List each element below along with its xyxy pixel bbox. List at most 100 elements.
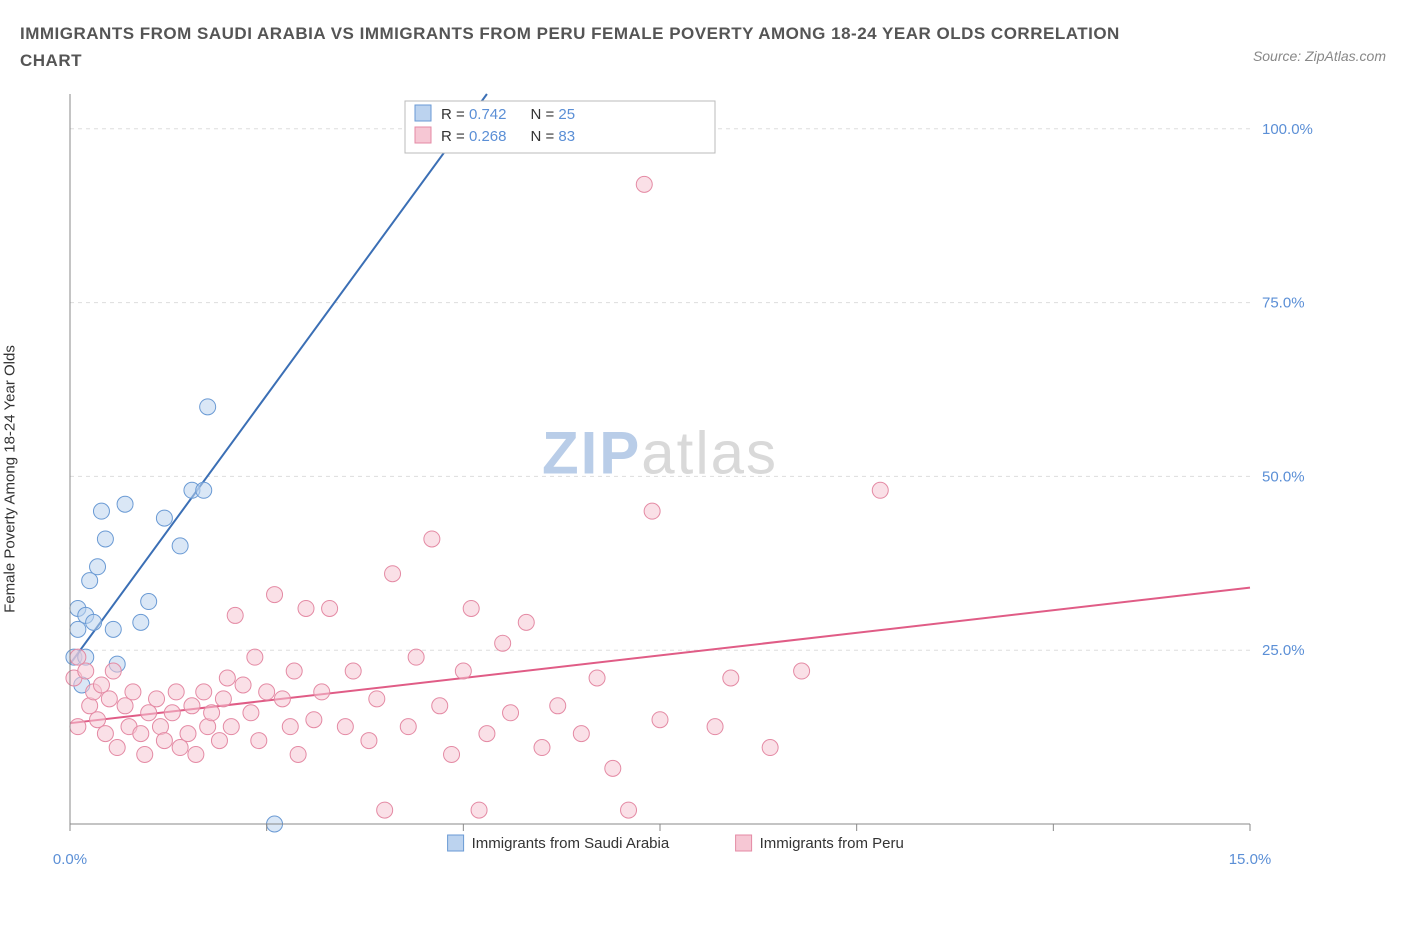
- data-point: [479, 726, 495, 742]
- data-point: [141, 705, 157, 721]
- data-point: [247, 650, 263, 666]
- data-point: [86, 615, 102, 631]
- legend-series-label: Immigrants from Saudi Arabia: [472, 835, 670, 852]
- data-point: [125, 684, 141, 700]
- data-point: [377, 802, 393, 818]
- data-point: [345, 663, 361, 679]
- data-point: [337, 719, 353, 735]
- data-point: [534, 740, 550, 756]
- legend-swatch: [415, 127, 431, 143]
- data-point: [137, 747, 153, 763]
- data-point: [361, 733, 377, 749]
- data-point: [463, 601, 479, 617]
- data-point: [589, 670, 605, 686]
- data-point: [101, 691, 117, 707]
- data-point: [444, 747, 460, 763]
- scatter-chart: ZIPatlas0.0%15.0%25.0%50.0%75.0%100.0%R …: [20, 84, 1330, 874]
- data-point: [90, 559, 106, 575]
- data-point: [133, 615, 149, 631]
- data-point: [298, 601, 314, 617]
- data-point: [164, 705, 180, 721]
- y-tick-label: 25.0%: [1262, 643, 1305, 660]
- legend-swatch: [415, 105, 431, 121]
- data-point: [652, 712, 668, 728]
- data-point: [156, 510, 172, 526]
- data-point: [235, 677, 251, 693]
- y-tick-label: 100.0%: [1262, 121, 1313, 138]
- data-point: [424, 531, 440, 547]
- x-tick-label: 15.0%: [1229, 851, 1272, 868]
- data-point: [109, 740, 125, 756]
- legend-swatch: [448, 835, 464, 851]
- data-point: [204, 705, 220, 721]
- data-point: [97, 726, 113, 742]
- chart-title: IMMIGRANTS FROM SAUDI ARABIA VS IMMIGRAN…: [20, 20, 1120, 74]
- data-point: [286, 663, 302, 679]
- data-point: [636, 177, 652, 193]
- data-point: [227, 608, 243, 624]
- data-point: [70, 719, 86, 735]
- data-point: [455, 663, 471, 679]
- legend-swatch: [736, 835, 752, 851]
- data-point: [211, 733, 227, 749]
- data-point: [105, 622, 121, 638]
- data-point: [762, 740, 778, 756]
- data-point: [133, 726, 149, 742]
- data-point: [518, 615, 534, 631]
- data-point: [267, 587, 283, 603]
- data-point: [794, 663, 810, 679]
- data-point: [117, 698, 133, 714]
- regression-line: [70, 94, 487, 664]
- data-point: [93, 677, 109, 693]
- data-point: [872, 483, 888, 499]
- data-point: [723, 670, 739, 686]
- y-tick-label: 75.0%: [1262, 295, 1305, 312]
- data-point: [70, 650, 86, 666]
- data-point: [78, 663, 94, 679]
- data-point: [605, 761, 621, 777]
- data-point: [172, 740, 188, 756]
- data-point: [200, 399, 216, 415]
- data-point: [196, 684, 212, 700]
- x-tick-label: 0.0%: [53, 851, 87, 868]
- data-point: [243, 705, 259, 721]
- data-point: [503, 705, 519, 721]
- data-point: [90, 712, 106, 728]
- data-point: [93, 504, 109, 520]
- data-point: [314, 684, 330, 700]
- data-point: [573, 726, 589, 742]
- source-label: Source: ZipAtlas.com: [1253, 48, 1386, 64]
- data-point: [471, 802, 487, 818]
- data-point: [644, 504, 660, 520]
- data-point: [369, 691, 385, 707]
- data-point: [400, 719, 416, 735]
- data-point: [97, 531, 113, 547]
- data-point: [290, 747, 306, 763]
- data-point: [180, 726, 196, 742]
- data-point: [251, 733, 267, 749]
- legend-series-label: Immigrants from Peru: [760, 835, 904, 852]
- data-point: [259, 684, 275, 700]
- data-point: [105, 663, 121, 679]
- data-point: [172, 538, 188, 554]
- data-point: [184, 698, 200, 714]
- data-point: [495, 636, 511, 652]
- data-point: [550, 698, 566, 714]
- data-point: [168, 684, 184, 700]
- y-axis-label: Female Poverty Among 18-24 Year Olds: [2, 346, 19, 614]
- data-point: [282, 719, 298, 735]
- data-point: [306, 712, 322, 728]
- data-point: [621, 802, 637, 818]
- data-point: [141, 594, 157, 610]
- data-point: [707, 719, 723, 735]
- data-point: [70, 622, 86, 638]
- data-point: [215, 691, 231, 707]
- data-point: [385, 566, 401, 582]
- chart-container: Female Poverty Among 18-24 Year Olds ZIP…: [20, 84, 1386, 874]
- data-point: [274, 691, 290, 707]
- data-point: [219, 670, 235, 686]
- data-point: [156, 733, 172, 749]
- data-point: [408, 650, 424, 666]
- data-point: [223, 719, 239, 735]
- data-point: [322, 601, 338, 617]
